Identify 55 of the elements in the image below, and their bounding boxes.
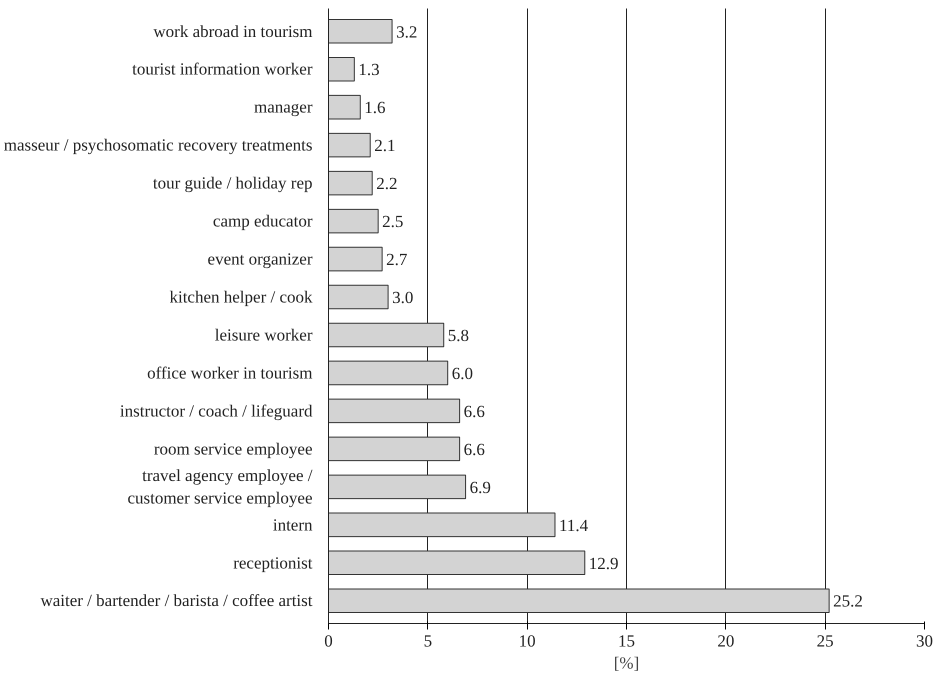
data-label: 3.2	[396, 22, 418, 42]
data-label: 6.6	[464, 440, 485, 459]
y-tick-label: waiter / bartender / barista / coffee artist	[40, 591, 313, 610]
bar	[328, 94, 361, 120]
y-tick-label: tour guide / holiday rep	[152, 174, 313, 193]
x-tick-label: 0	[324, 632, 333, 650]
y-tick-label: office worker in tourism	[147, 363, 313, 382]
y-tick-label: instructor / coach / lifeguard	[120, 401, 313, 420]
x-tick-label: 30	[916, 632, 933, 650]
y-tick-label: receptionist	[233, 553, 313, 572]
data-label: 3.0	[392, 288, 414, 308]
bar	[328, 284, 389, 310]
data-label: 1.6	[364, 98, 386, 118]
data-label: 2.2	[376, 174, 398, 194]
y-tick-label: room service employee	[154, 439, 313, 458]
bar	[328, 474, 466, 500]
data-label: 6.9	[470, 478, 491, 497]
y-tick-label: kitchen helper / cook	[169, 288, 313, 307]
y-tick-label: camp educator	[212, 212, 313, 231]
data-label: 6.6	[464, 402, 485, 421]
data-label: 11.4	[558, 516, 589, 535]
bar	[328, 322, 444, 348]
bar	[328, 170, 373, 196]
x-tick-label: 25	[816, 632, 834, 650]
bar	[328, 360, 448, 386]
y-tick-label: leisure worker	[214, 325, 313, 344]
data-label: 12.9	[588, 554, 619, 573]
x-tick-label: 10	[518, 632, 536, 650]
bar	[328, 436, 460, 462]
bar	[328, 56, 355, 82]
y-tick-label: tourist information worker	[132, 60, 313, 79]
data-label: 25.2	[833, 592, 863, 611]
bar	[328, 588, 830, 613]
data-label: 2.1	[374, 136, 396, 156]
x-axis-title: [%]	[614, 654, 640, 672]
bar	[328, 208, 379, 234]
bar	[328, 398, 460, 424]
bar	[328, 19, 393, 44]
y-tick-label: masseur / psychosomatic recovery treatments	[4, 136, 313, 155]
bar	[328, 246, 383, 272]
bar	[328, 550, 586, 576]
y-tick-label: work abroad in tourism	[153, 22, 312, 41]
x-tick-label: 20	[717, 632, 734, 650]
data-label: 5.8	[448, 326, 469, 345]
data-label: 2.5	[382, 212, 404, 232]
y-tick-label: event organizer	[208, 250, 313, 269]
data-label: 2.7	[386, 250, 408, 270]
bar	[328, 132, 371, 158]
y-tick-label: manager	[254, 98, 313, 117]
y-tick-label: intern	[272, 515, 313, 534]
data-label: 6.0	[452, 364, 473, 383]
x-tick-label: 5	[424, 632, 432, 650]
x-tick-label: 15	[618, 632, 635, 650]
data-label: 1.3	[358, 60, 380, 80]
bar	[328, 512, 556, 538]
